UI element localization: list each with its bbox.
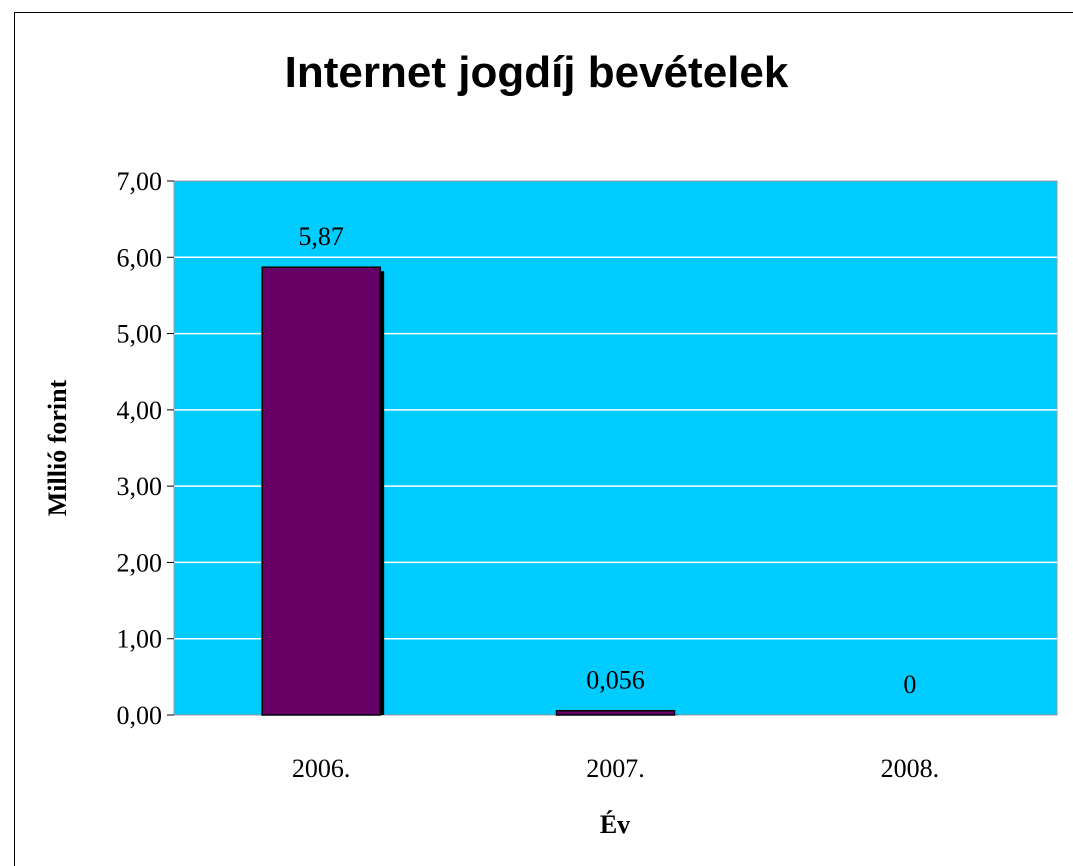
x-tick-label: 2007.: [586, 754, 645, 783]
x-tick-label: 2006.: [292, 754, 351, 783]
chart-title: Internet jogdíj bevételek: [284, 48, 789, 97]
data-label: 0: [903, 670, 916, 699]
bars: [261, 266, 679, 716]
bar-2007: [555, 709, 676, 716]
y-axis-ticks: 0,00 1,00 2,00 3,00 4,00 5,00 6,00 7,00: [117, 167, 174, 730]
x-tick-label: 2008.: [881, 754, 940, 783]
data-label: 0,056: [586, 666, 645, 695]
y-tick-label: 1,00: [117, 625, 163, 654]
y-tick-label: 7,00: [117, 167, 163, 196]
y-tick-label: 5,00: [117, 320, 163, 349]
y-tick-label: 2,00: [117, 548, 163, 577]
y-tick-label: 6,00: [117, 243, 163, 272]
x-axis-title: Év: [600, 810, 630, 839]
y-tick-label: 0,00: [117, 701, 163, 730]
data-label: 5,87: [298, 222, 344, 251]
y-tick-label: 3,00: [117, 472, 163, 501]
bar-2006: [261, 266, 381, 716]
x-axis-ticks: 2006. 2007. 2008.: [292, 754, 939, 783]
y-tick-label: 4,00: [117, 396, 163, 425]
data-labels: 5,87 0,056 0: [298, 222, 916, 699]
y-axis-title: Millió forint: [43, 379, 72, 516]
